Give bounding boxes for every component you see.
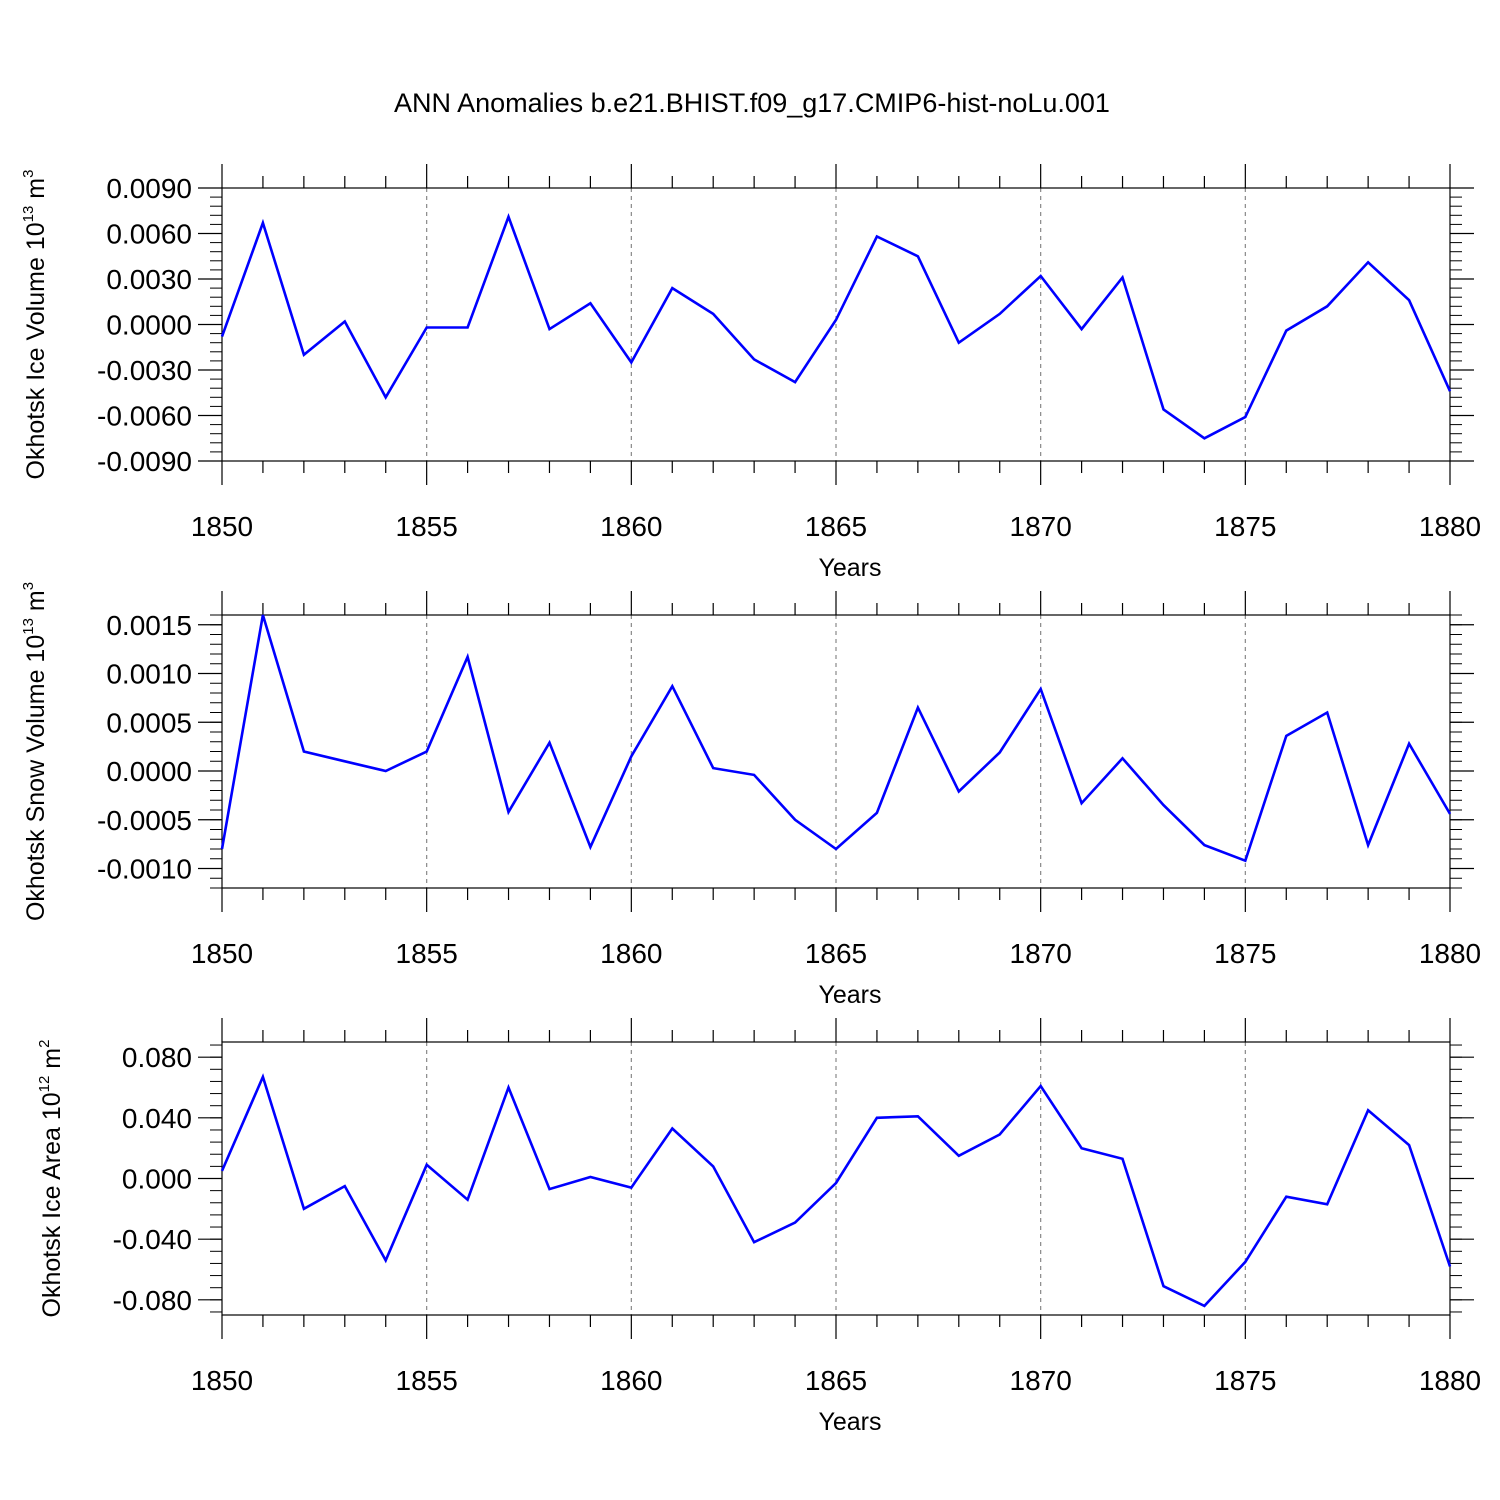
panel1-y-axis-label-exp: 13 (20, 618, 37, 635)
panel1-x-tick-label-1875: 1875 (1214, 938, 1276, 969)
panel1-x-tick-label-1880: 1880 (1419, 938, 1481, 969)
panel0-y-tick-label: -0.0030 (97, 355, 192, 386)
panel2-x-tick-label-1850: 1850 (191, 1365, 253, 1396)
panel1-x-tick-label-1855: 1855 (396, 938, 458, 969)
panel2-y-tick-label: -0.040 (113, 1224, 192, 1255)
panel1-y-axis-label: Okhotsk Snow Volume 1013 m3 (20, 582, 50, 921)
panel0-x-tick-label-1850: 1850 (191, 511, 253, 542)
panel1-x-tick-label-1850: 1850 (191, 938, 253, 969)
panel2-y-tick-label: -0.080 (113, 1285, 192, 1316)
panel1-x-tick-label-1860: 1860 (600, 938, 662, 969)
panel2-y-axis-label: Okhotsk Ice Area 1012 m2 (36, 1040, 66, 1318)
panel0-x-tick-label-1870: 1870 (1010, 511, 1072, 542)
panel0-y-tick-label: 0.0090 (106, 173, 192, 204)
panel1-y-axis-label-unit: m (22, 590, 50, 618)
panel0-x-tick-label-1860: 1860 (600, 511, 662, 542)
panel1-y-tick-label: 0.0010 (106, 659, 192, 690)
panel0-y-axis-label: Okhotsk Ice Volume 1013 m3 (20, 170, 50, 480)
panel2-series-line (220, 1073, 1452, 1308)
panel2-x-tick-label-1875: 1875 (1214, 1365, 1276, 1396)
panel0-y-axis-label-main: Okhotsk Ice Volume 10 (22, 222, 50, 479)
panel1-y-axis-label-main: Okhotsk Snow Volume 10 (22, 635, 50, 921)
ice-volume-panel: 1850 1855 1860 1865 1870 1875 1880 0.0090 0.0060… (20, 164, 1481, 582)
panel0-x-axis-label: Years (818, 554, 881, 582)
panel1-y-axis-label-unit-exp: 3 (20, 582, 37, 590)
panel2-y-tick-label: 0.040 (122, 1103, 192, 1134)
panel2-x-tick-label-1855: 1855 (396, 1365, 458, 1396)
panel0-x-tick-label-1880: 1880 (1419, 511, 1481, 542)
panel0-y-tick-label: 0.0000 (106, 310, 192, 341)
panel1-x-axis-label: Years (818, 981, 881, 1009)
panel2-y-axis-label-main: Okhotsk Ice Area 10 (38, 1092, 66, 1317)
panel2-y-axis-label-exp: 12 (36, 1076, 53, 1093)
panel0-y-axis-label-exp: 13 (20, 206, 37, 223)
panel2-x-tick-label-1880: 1880 (1419, 1365, 1481, 1396)
panel0-x-tick-label-1865: 1865 (805, 511, 867, 542)
panel1-x-tick-label-1870: 1870 (1010, 938, 1072, 969)
panel1-series-line (220, 614, 1452, 863)
panel2-y-axis-label-unit: m (38, 1048, 66, 1076)
panel2-x-axis-label: Years (818, 1408, 881, 1436)
panel1-y-tick-label: -0.0010 (97, 854, 192, 885)
panel2-y-tick-label: 0.000 (122, 1164, 192, 1195)
panel1-x-tick-label-1865: 1865 (805, 938, 867, 969)
panel2-x-tick-label-1870: 1870 (1010, 1365, 1072, 1396)
panel1-y-tick-label: 0.0000 (106, 756, 192, 787)
panel0-y-tick-label: 0.0030 (106, 264, 192, 295)
panel1-y-tick-label: 0.0005 (106, 707, 192, 738)
panel2-y-tick-label: 0.080 (122, 1042, 192, 1073)
panel0-x-tick-label-1875: 1875 (1214, 511, 1276, 542)
figure-title: ANN Anomalies b.e21.BHIST.f09_g17.CMIP6-… (394, 88, 1110, 118)
panel1-y-tick-label: -0.0005 (97, 805, 192, 836)
panel1-y-tick-label: 0.0015 (106, 610, 192, 641)
panel0-y-tick-label: -0.0060 (97, 401, 192, 432)
panel0-y-tick-label: 0.0060 (106, 219, 192, 250)
panel0-y-axis-label-unit: m (22, 178, 50, 206)
panel0-series-line (220, 213, 1452, 440)
ice-area-panel: 1850 1855 1860 1865 1870 1875 1880 0.080 0.040 0.… (36, 1018, 1481, 1436)
panel2-x-tick-label-1860: 1860 (600, 1365, 662, 1396)
panel0-y-tick-label: -0.0090 (97, 446, 192, 477)
snow-volume-panel: 1850 1855 1860 1865 1870 1875 1880 0.0015 0.0010… (20, 582, 1481, 1009)
panel0-x-tick-label-1855: 1855 (396, 511, 458, 542)
panel2-y-axis-label-unit-exp: 2 (36, 1040, 53, 1048)
panel2-x-tick-label-1865: 1865 (805, 1365, 867, 1396)
panel0-y-axis-label-unit-exp: 3 (20, 170, 37, 178)
